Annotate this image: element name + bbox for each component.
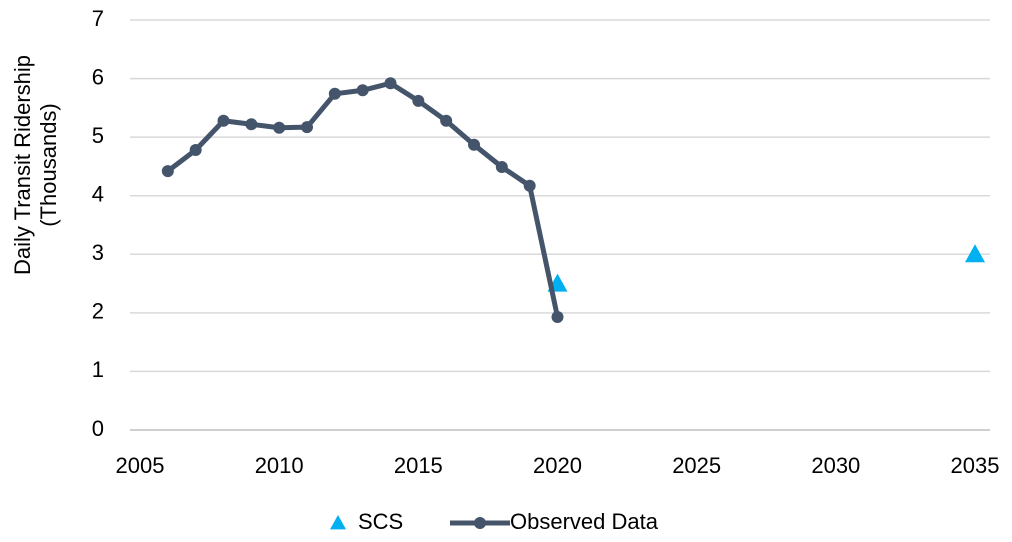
y-tick-label: 3 <box>92 240 104 265</box>
legend-label: Observed Data <box>510 509 659 534</box>
point <box>273 121 286 134</box>
legend-label: SCS <box>358 509 403 534</box>
point <box>189 144 202 157</box>
x-tick-label: 2030 <box>811 453 860 478</box>
y-tick-label: 5 <box>92 123 104 148</box>
y-tick-label: 6 <box>92 64 104 89</box>
point <box>551 310 564 323</box>
point <box>468 138 480 151</box>
point <box>412 94 425 107</box>
y-axis-label: (Thousands) <box>36 103 61 227</box>
y-tick-label: 0 <box>92 416 104 441</box>
x-tick-label: 2035 <box>951 453 1000 478</box>
legend-marker <box>474 517 486 529</box>
point <box>301 121 313 134</box>
y-tick-label: 7 <box>92 6 104 31</box>
x-tick-label: 2025 <box>672 453 721 478</box>
x-tick-label: 2005 <box>116 453 165 478</box>
y-tick-label: 1 <box>92 357 104 382</box>
point <box>245 118 258 131</box>
y-axis-label: Daily Transit Ridership <box>10 55 35 275</box>
y-tick-label: 2 <box>92 299 104 324</box>
point <box>523 179 536 192</box>
triangle-marker <box>965 244 985 263</box>
point <box>384 77 397 90</box>
x-tick-label: 2010 <box>255 453 304 478</box>
y-tick-label: 4 <box>92 182 104 207</box>
legend-marker <box>330 515 346 530</box>
point <box>495 161 508 174</box>
point <box>217 114 230 127</box>
x-tick-label: 2015 <box>394 453 443 478</box>
point <box>356 84 369 97</box>
x-tick-label: 2020 <box>533 453 582 478</box>
point <box>328 87 341 100</box>
point <box>440 114 453 127</box>
point <box>161 165 174 178</box>
